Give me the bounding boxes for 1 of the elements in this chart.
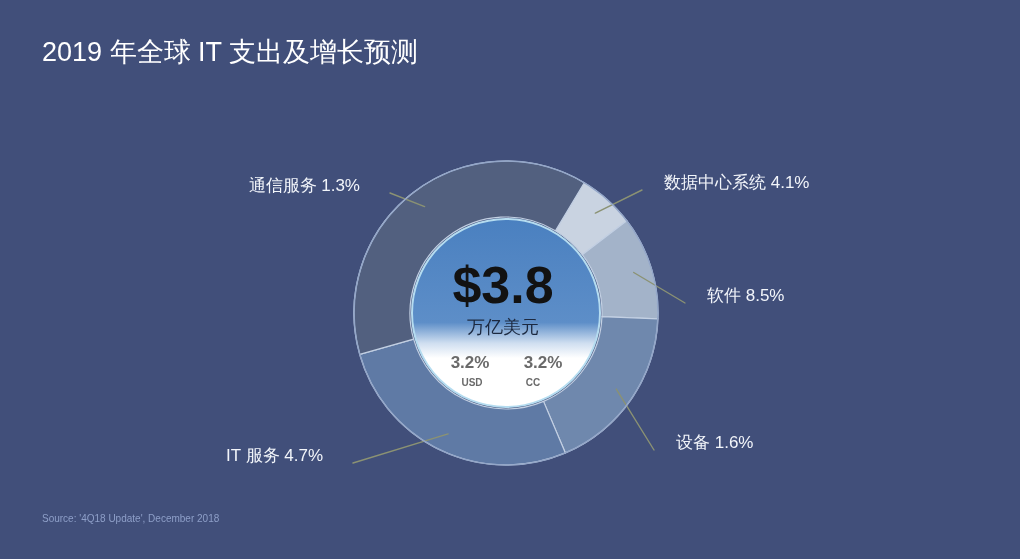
title: 2019 年全球 IT 支出及增长预测 bbox=[42, 37, 419, 67]
